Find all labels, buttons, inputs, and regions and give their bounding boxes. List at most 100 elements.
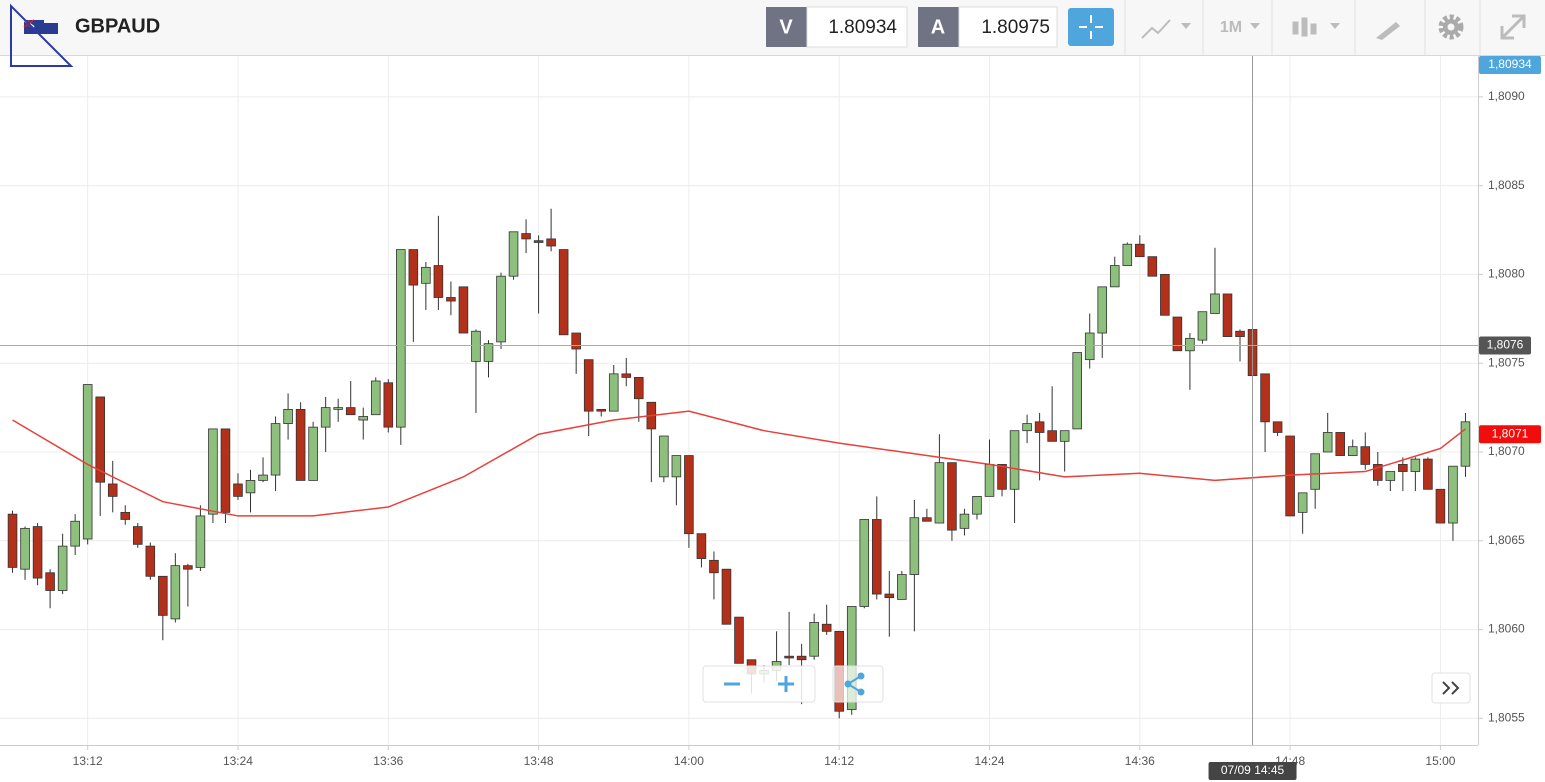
candle-body — [283, 408, 293, 424]
x-tick-label: 14:36 — [1125, 754, 1155, 768]
candle-body — [1147, 256, 1158, 277]
candle-body — [1160, 274, 1170, 316]
candle-body — [1460, 421, 1471, 467]
candle-body — [1398, 464, 1408, 472]
candle-body — [458, 286, 469, 334]
fullscreen-button[interactable] — [1500, 14, 1526, 40]
x-tick-label: 13:24 — [223, 754, 253, 768]
timeframe: 1M — [1220, 19, 1242, 36]
candle-body — [634, 377, 644, 400]
candle-body — [120, 511, 131, 520]
candle-body — [947, 462, 957, 531]
candle-body — [784, 655, 794, 659]
candle-body — [659, 435, 669, 478]
candle-body — [170, 565, 181, 620]
candle-body — [558, 249, 569, 336]
candle-body — [158, 575, 168, 616]
candle-body — [684, 455, 694, 535]
toolbar-separators — [1124, 0, 1481, 55]
candle-body — [1072, 352, 1082, 430]
x-tick-label: 14:24 — [974, 754, 1004, 768]
candle-body — [1373, 464, 1383, 481]
zoom-in[interactable] — [778, 676, 794, 692]
candle-body — [258, 474, 268, 481]
candle-body — [1322, 432, 1333, 453]
candle-body — [358, 416, 369, 421]
candle-body — [596, 408, 607, 412]
y-tick-label: 1,8055 — [1488, 711, 1525, 725]
bid-price: 1.80934 — [828, 17, 897, 38]
zoom-controls — [702, 665, 884, 703]
ask-price: 1.80975 — [981, 17, 1050, 38]
candle-body — [396, 249, 406, 428]
candle-body — [95, 396, 105, 483]
candle-body — [1423, 458, 1433, 490]
bid-label: V — [779, 16, 793, 38]
plot-area: 1,8055 1,8060 1,8065 1,8070 1,8075 1,8080 1,80… — [0, 56, 1525, 768]
timeframe-button[interactable]: 1M — [1220, 19, 1260, 36]
price-badge-label: 1,80934 — [1488, 57, 1532, 71]
candle-body — [1185, 337, 1195, 352]
candle-body — [1109, 265, 1120, 288]
crosshair-time-badge — [1208, 762, 1297, 780]
candle-body — [145, 545, 156, 577]
x-tick-label: 14:00 — [674, 754, 704, 768]
candle-body — [1222, 293, 1233, 337]
candle-body — [871, 519, 882, 595]
candle-body — [208, 428, 218, 515]
candle-body — [1360, 446, 1371, 465]
candle-body — [383, 382, 394, 428]
candle-body — [521, 233, 531, 240]
crosshair-button[interactable] — [1068, 8, 1114, 46]
moving-average-line — [12, 410, 1466, 517]
candle-body — [345, 407, 356, 416]
y-tick-label: 1,8085 — [1488, 178, 1525, 192]
candle-body — [1310, 453, 1320, 490]
candle-body — [1059, 430, 1070, 442]
x-tick-label: 15:00 — [1425, 754, 1455, 768]
chart-type-button[interactable] — [1141, 19, 1191, 39]
candle-body — [922, 517, 932, 522]
draw-tool-button[interactable] — [1376, 22, 1400, 40]
candle-body — [70, 520, 80, 547]
candle-body — [1172, 316, 1183, 352]
settings-button[interactable] — [1438, 14, 1464, 40]
candle-body — [884, 593, 895, 599]
candle-body — [107, 483, 118, 497]
candle-body — [1347, 446, 1358, 456]
candle-body — [220, 428, 231, 513]
candle-body — [709, 559, 719, 574]
y-tick-label: 1,8075 — [1488, 355, 1525, 369]
candle-body — [1135, 243, 1145, 258]
candle-body — [1210, 293, 1220, 314]
candle-body — [972, 495, 982, 515]
crosshair-price-badge — [1479, 336, 1531, 355]
candle-body — [1097, 286, 1108, 334]
share-button[interactable] — [832, 665, 884, 703]
candle-body — [608, 373, 619, 412]
x-tick-label: 13:36 — [373, 754, 403, 768]
candle-body — [471, 330, 481, 362]
candle-body — [934, 462, 945, 524]
candle-body — [997, 464, 1007, 490]
candle-body — [1448, 465, 1458, 524]
y-tick-label: 1,8090 — [1488, 89, 1525, 103]
candle-body — [734, 616, 744, 664]
scroll-right-button[interactable] — [1431, 672, 1471, 704]
candle-body — [1122, 243, 1133, 266]
y-tick-label: 1,8065 — [1488, 533, 1525, 547]
ask-button[interactable] — [918, 7, 959, 47]
candle-body — [821, 623, 832, 632]
bid-button[interactable] — [766, 7, 807, 47]
candle-body — [984, 464, 995, 497]
candle-style-button[interactable] — [1292, 17, 1340, 37]
price-badge-label: 1,8071 — [1492, 426, 1529, 440]
candle-body — [32, 526, 43, 579]
candle-body — [1034, 421, 1045, 433]
candle-body — [621, 373, 632, 378]
candle-body — [408, 249, 419, 286]
candle-body — [696, 533, 707, 559]
candle-body — [796, 655, 807, 661]
